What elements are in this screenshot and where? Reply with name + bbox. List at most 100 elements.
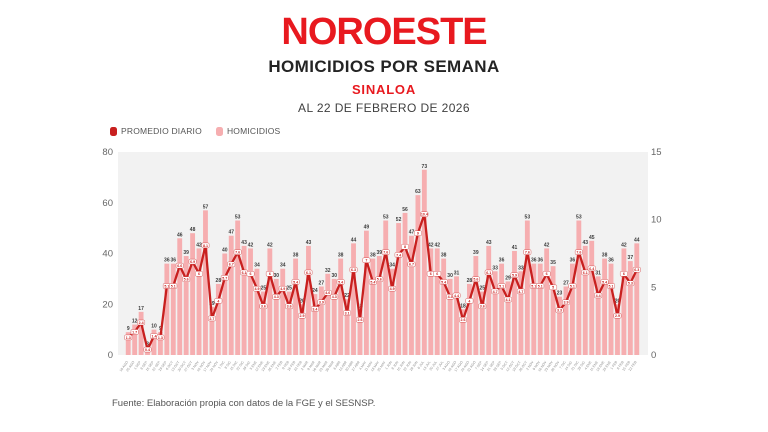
average-value-label: 2.7 (209, 317, 214, 321)
homicides-bar (434, 248, 440, 356)
homicides-bar (421, 169, 427, 355)
x-axis-tick: 14 SEP (480, 360, 490, 372)
bar-value-label: 30 (273, 273, 279, 279)
average-label-box (613, 313, 622, 319)
average-label-box (208, 315, 216, 322)
homicides-bar (248, 248, 253, 356)
homicides-bar (312, 294, 318, 355)
homicides-bar (241, 245, 247, 355)
x-axis-tick: 10 AGO (447, 360, 457, 372)
bar-value-label: 53 (235, 215, 241, 221)
homicides-bar (157, 332, 163, 355)
average-label-box (227, 261, 236, 268)
average-label-box (156, 334, 165, 341)
average-label-box (130, 329, 139, 335)
average-label-box (375, 276, 384, 282)
average-value-label: 3.3 (557, 309, 562, 313)
homicides-bar (634, 243, 640, 355)
x-axis-tick: 2 NOV (525, 360, 535, 371)
homicides-bar (537, 263, 543, 355)
homicides-bar (524, 220, 530, 355)
y-axis-right-tick: 5 (651, 282, 656, 293)
average-label-box (465, 298, 474, 304)
bar-value-label: 42 (428, 242, 434, 248)
bar-value-label: 36 (170, 258, 176, 264)
bar-value-label: 40 (222, 248, 228, 254)
homicides-bar (164, 263, 170, 355)
average-value-label: 6.1 (242, 271, 247, 275)
average-label-box (459, 317, 467, 323)
x-axis-tick: 18 AGO (119, 360, 129, 372)
bar-value-label: 35 (550, 260, 556, 266)
average-label-box (414, 230, 422, 236)
average-label-box (291, 279, 300, 285)
bar-value-label: 57 (203, 204, 209, 210)
x-axis-tick: 13 JUL (422, 360, 432, 371)
bar-value-label: 27 (319, 280, 325, 286)
average-value-label: 2.9 (300, 314, 305, 318)
average-label-box (433, 271, 442, 277)
homicides-bar (466, 283, 472, 355)
x-axis-tick: 2 FEB (275, 360, 284, 371)
average-label-box (574, 249, 583, 255)
bar-value-label: 38 (338, 253, 344, 259)
homicides-bar (190, 233, 196, 355)
bar-value-label: 53 (576, 215, 582, 221)
homicides-bar (518, 271, 524, 355)
average-value-label: 8.1 (203, 244, 208, 248)
x-axis-tick: 6 ABR (333, 360, 342, 371)
average-value-label: 5.7 (222, 276, 227, 280)
x-axis-tick: 24 NOV (209, 360, 220, 373)
x-axis-tick: 3 NOV (191, 360, 201, 371)
homicides-bar (454, 276, 459, 355)
homicides-bar (563, 286, 569, 355)
average-label-box (484, 269, 493, 276)
average-label-box (439, 279, 448, 285)
x-axis-tick: 22 DIC (236, 360, 246, 371)
bar-value-label: 43 (306, 240, 312, 246)
average-value-label: 6.1 (306, 271, 311, 275)
average-label-box (169, 283, 178, 289)
average-label-box (220, 275, 229, 281)
average-label-box (478, 303, 487, 309)
average-value-label: 2.9 (615, 314, 620, 318)
x-axis-tick: 26 ENE (267, 360, 277, 372)
average-label-box (452, 292, 461, 299)
homicides-bar (460, 309, 466, 355)
bar-value-label: 63 (415, 189, 421, 195)
x-axis-tick: 30 NOV (550, 360, 561, 373)
bar-value-label: 41 (512, 245, 518, 251)
average-value-label: 5.1 (531, 284, 536, 288)
average-value-label: 4.4 (454, 294, 459, 298)
homicides-bar (338, 258, 344, 355)
x-axis-tick: 9 FEB (281, 360, 290, 371)
noroeste-logo: NOROESTE (281, 11, 487, 53)
x-axis-tick: 23 NOV (544, 360, 555, 373)
homicides-bar (325, 273, 331, 355)
average-value-label: 5.3 (628, 282, 633, 286)
average-label-box (285, 303, 294, 309)
x-axis-tick: 13 ABR (338, 360, 348, 372)
x-axis-tick: 10 NOV (196, 360, 207, 373)
average-value-label: 5.6 (377, 278, 382, 282)
homicides-bar (531, 263, 537, 355)
homicides-bar (608, 263, 614, 355)
x-axis-tick: 29 DIC (242, 360, 252, 371)
average-label-box (175, 263, 184, 269)
bar-value-label: 22 (344, 293, 350, 299)
x-axis-tick: 14 DIC (564, 360, 574, 371)
bar-value-label: 48 (190, 227, 196, 233)
bar-value-label: 33 (518, 265, 524, 271)
bar-value-label: 38 (602, 253, 608, 259)
bar-value-label: 31 (595, 270, 601, 276)
x-axis-tick: 5 ENE (249, 360, 258, 371)
average-label-box (356, 317, 364, 323)
bar-value-label: 12 (132, 319, 138, 325)
average-label-box (626, 280, 635, 286)
x-axis-tick: 6 OCT (165, 360, 174, 370)
x-axis-tick: 15 JUN (396, 360, 406, 372)
bar-value-label: 30 (331, 273, 337, 279)
average-value-label: 5.1 (570, 284, 575, 288)
average-value-label: 6.3 (351, 268, 356, 272)
homicides-bar (228, 235, 234, 355)
